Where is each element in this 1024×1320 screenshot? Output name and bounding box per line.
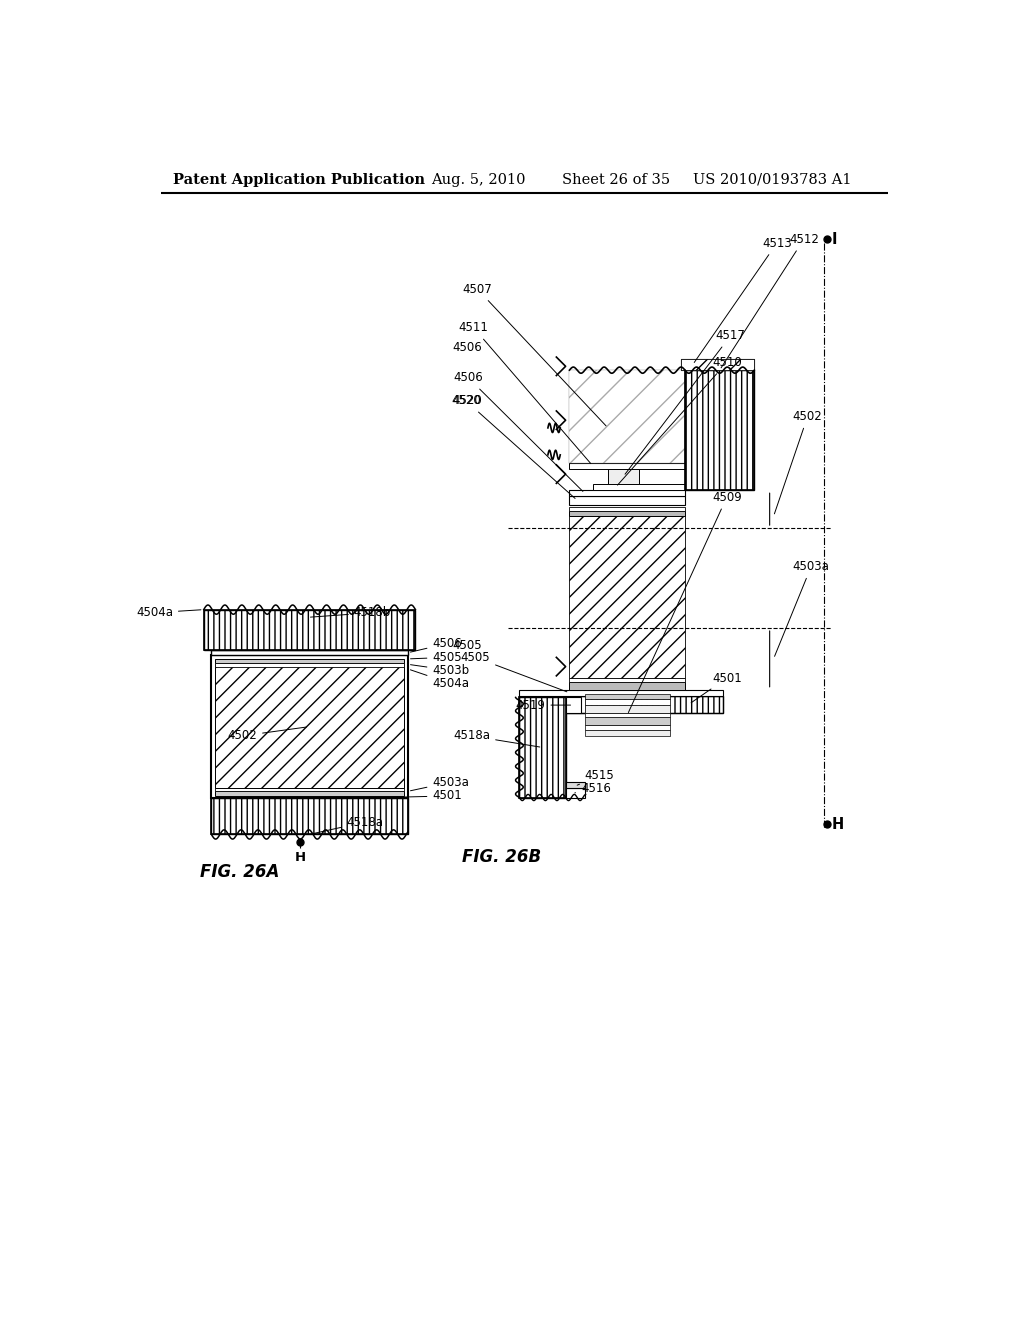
Text: 4516: 4516 — [574, 781, 611, 795]
Bar — [593, 484, 685, 490]
Bar — [685, 370, 755, 490]
Text: FIG. 26A: FIG. 26A — [200, 863, 280, 880]
Bar — [585, 718, 670, 725]
Bar — [569, 678, 685, 682]
Bar — [569, 511, 685, 516]
Bar — [569, 490, 685, 496]
Text: 4504a: 4504a — [411, 669, 469, 690]
Text: 4501: 4501 — [691, 672, 741, 702]
Text: 4520: 4520 — [452, 395, 575, 499]
Bar — [585, 700, 670, 705]
Text: Sheet 26 of 35: Sheet 26 of 35 — [562, 173, 670, 187]
Text: 4505: 4505 — [452, 639, 481, 652]
Text: 4507: 4507 — [463, 282, 606, 426]
Text: H: H — [831, 817, 844, 832]
Text: 4503b: 4503b — [411, 664, 470, 677]
Bar — [211, 797, 408, 834]
Text: H: H — [294, 851, 305, 865]
Text: US 2010/0193783 A1: US 2010/0193783 A1 — [692, 173, 851, 187]
Text: 4518a: 4518a — [454, 730, 540, 747]
Bar — [569, 682, 685, 689]
Text: Patent Application Publication: Patent Application Publication — [173, 173, 425, 187]
Bar — [569, 516, 685, 678]
Bar — [211, 797, 408, 834]
Text: 4509: 4509 — [629, 491, 741, 713]
Text: 4505: 4505 — [461, 651, 567, 692]
Text: 4512: 4512 — [721, 232, 819, 368]
Bar — [215, 788, 403, 792]
Bar — [569, 462, 685, 469]
Text: 4501: 4501 — [387, 789, 462, 803]
Bar — [565, 781, 585, 788]
Bar — [569, 370, 685, 462]
Text: 4503a: 4503a — [411, 776, 469, 791]
Text: 4504a: 4504a — [136, 606, 201, 619]
Bar — [215, 792, 403, 796]
Text: 4506: 4506 — [452, 341, 481, 354]
Bar — [204, 610, 416, 649]
Bar — [569, 496, 685, 506]
Bar — [519, 697, 565, 797]
Bar — [211, 649, 408, 655]
Text: FIG. 26B: FIG. 26B — [462, 847, 541, 866]
Bar — [585, 725, 670, 730]
Bar — [519, 696, 724, 713]
Bar — [565, 697, 581, 713]
Bar — [565, 788, 585, 797]
Bar — [519, 690, 724, 696]
Bar — [569, 507, 685, 511]
Text: I: I — [831, 232, 837, 247]
Bar — [585, 713, 670, 718]
Text: 4510: 4510 — [617, 356, 741, 486]
Text: 4518b: 4518b — [310, 606, 391, 619]
Text: 4502: 4502 — [774, 409, 822, 513]
Bar — [685, 370, 755, 490]
Text: 4519: 4519 — [515, 698, 570, 711]
Bar — [585, 730, 670, 737]
Bar — [681, 359, 755, 370]
Text: 4513: 4513 — [694, 236, 792, 363]
Bar — [211, 655, 408, 797]
Bar — [215, 664, 403, 788]
Text: 4505: 4505 — [411, 651, 462, 664]
Text: 4511: 4511 — [459, 321, 591, 463]
Bar — [215, 663, 403, 667]
Text: Aug. 5, 2010: Aug. 5, 2010 — [431, 173, 525, 187]
Text: 4503a: 4503a — [774, 560, 829, 656]
Text: 4520: 4520 — [452, 395, 481, 408]
Bar — [608, 469, 639, 484]
Text: 4517: 4517 — [625, 329, 745, 474]
Bar — [519, 697, 565, 797]
Text: 4506: 4506 — [454, 371, 583, 491]
Bar — [204, 610, 416, 649]
Text: 4515: 4515 — [578, 770, 614, 785]
Bar — [215, 659, 403, 663]
Bar — [519, 696, 724, 713]
Text: 4518a: 4518a — [312, 816, 383, 834]
Bar — [681, 359, 755, 370]
Bar — [585, 705, 670, 713]
Bar — [585, 693, 670, 700]
Text: 4502: 4502 — [227, 727, 306, 742]
Text: 4506: 4506 — [411, 638, 462, 652]
Bar — [569, 370, 685, 462]
